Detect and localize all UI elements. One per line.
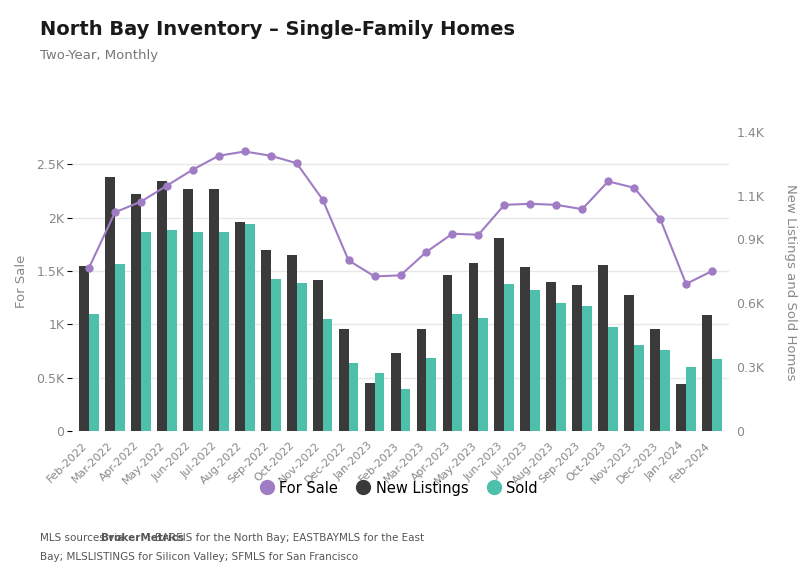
- Bar: [598, 264, 608, 431]
- Bar: [650, 329, 660, 431]
- Bar: [443, 275, 453, 431]
- Bar: [105, 177, 115, 431]
- Bar: [245, 224, 255, 431]
- Bar: [157, 181, 167, 431]
- Bar: [323, 319, 332, 431]
- Bar: [702, 315, 712, 431]
- Bar: [417, 329, 426, 431]
- Y-axis label: New Listings and Sold Homes: New Listings and Sold Homes: [784, 183, 797, 380]
- Bar: [79, 266, 89, 431]
- Bar: [209, 189, 219, 431]
- Bar: [364, 383, 375, 431]
- Bar: [400, 389, 410, 431]
- Bar: [348, 363, 358, 431]
- Bar: [391, 353, 400, 431]
- Bar: [312, 279, 323, 431]
- Bar: [530, 290, 540, 431]
- Bar: [634, 345, 644, 431]
- Bar: [712, 359, 722, 431]
- Bar: [287, 255, 296, 431]
- Bar: [375, 373, 384, 431]
- Bar: [167, 231, 177, 431]
- Bar: [546, 282, 556, 431]
- Bar: [141, 232, 151, 431]
- Bar: [478, 318, 489, 431]
- Text: Bay; MLSLISTINGS for Silicon Valley; SFMLS for San Francisco: Bay; MLSLISTINGS for Silicon Valley; SFM…: [40, 552, 358, 562]
- Bar: [505, 284, 514, 431]
- Bar: [193, 232, 203, 431]
- Bar: [115, 263, 125, 431]
- Text: : BAREIS for the North Bay; EASTBAYMLS for the East: : BAREIS for the North Bay; EASTBAYMLS f…: [148, 534, 425, 543]
- Bar: [556, 303, 566, 431]
- Bar: [296, 283, 307, 431]
- Bar: [608, 327, 618, 431]
- Text: BrokerMetrics: BrokerMetrics: [101, 534, 184, 543]
- Text: MLS sources via: MLS sources via: [40, 534, 127, 543]
- Bar: [521, 267, 530, 431]
- Bar: [686, 367, 696, 431]
- Bar: [494, 238, 505, 431]
- Legend: For Sale, New Listings, Sold: For Sale, New Listings, Sold: [257, 475, 544, 501]
- Bar: [573, 285, 582, 431]
- Bar: [219, 232, 228, 431]
- Bar: [235, 222, 245, 431]
- Bar: [271, 278, 280, 431]
- Bar: [339, 329, 348, 431]
- Bar: [261, 250, 271, 431]
- Bar: [582, 306, 592, 431]
- Y-axis label: For Sale: For Sale: [15, 255, 28, 308]
- Bar: [624, 294, 634, 431]
- Bar: [89, 314, 99, 431]
- Bar: [183, 189, 193, 431]
- Text: North Bay Inventory – Single-Family Homes: North Bay Inventory – Single-Family Home…: [40, 20, 515, 39]
- Bar: [453, 314, 462, 431]
- Text: Two-Year, Monthly: Two-Year, Monthly: [40, 49, 158, 62]
- Bar: [676, 384, 686, 431]
- Bar: [660, 350, 670, 431]
- Bar: [131, 194, 141, 431]
- Bar: [426, 358, 437, 431]
- Bar: [469, 263, 478, 431]
